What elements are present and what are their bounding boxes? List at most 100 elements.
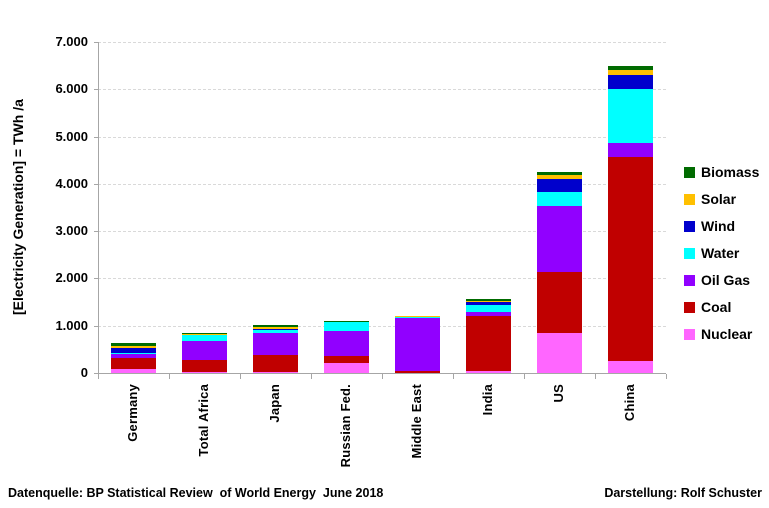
bar-segment-coal [537, 272, 582, 333]
bar-segment-water [182, 335, 227, 341]
bar-segment-biomass [608, 66, 653, 70]
bar-us [537, 42, 582, 373]
bar-segment-nuclear [466, 371, 511, 373]
coal-swatch-icon [684, 302, 695, 313]
bar-segment-solar [466, 301, 511, 302]
bar-segment-solar [111, 346, 156, 348]
bar-japan [253, 42, 298, 373]
solar-swatch-icon [684, 194, 695, 205]
oil-gas-swatch-icon [684, 275, 695, 286]
legend: Biomass Solar Wind Water Oil Gas Coal Nuclear [684, 165, 759, 354]
gridline-6.000 [98, 89, 666, 91]
bar-segment-water [537, 192, 582, 206]
bar-segment-nuclear [608, 361, 653, 373]
bar-segment-coal [608, 157, 653, 361]
y-axis-tick [94, 325, 98, 327]
bar-segment-oil-gas [608, 143, 653, 157]
y-tick-label: 7.000 [55, 34, 88, 49]
bar-segment-oil-gas [395, 318, 440, 371]
bar-segment-oil-gas [537, 206, 582, 272]
bar-segment-coal [395, 371, 440, 373]
x-axis-label: India [479, 384, 495, 416]
gridline-5.000 [98, 136, 666, 138]
bar-segment-water [253, 330, 298, 333]
x-axis-label: Russian Fed. [337, 384, 353, 468]
bar-segment-wind [466, 302, 511, 305]
bar-segment-coal [111, 358, 156, 369]
x-axis-label: Middle East [408, 384, 424, 459]
legend-item-solar: Solar [684, 192, 759, 207]
gridline-2.000 [98, 278, 666, 280]
x-axis-label: Germany [124, 384, 140, 442]
bar-segment-solar [608, 70, 653, 75]
bar-segment-coal [466, 316, 511, 371]
x-axis-tick [169, 374, 170, 379]
x-axis-tick [240, 374, 241, 379]
bar-segment-oil-gas [253, 333, 298, 355]
bar-segment-nuclear [253, 372, 298, 373]
x-axis-tick [595, 374, 596, 379]
bar-germany [111, 42, 156, 373]
bar-middle-east [395, 42, 440, 373]
nuclear-swatch-icon [684, 329, 695, 340]
bar-segment-nuclear [537, 333, 582, 373]
y-axis-tick [94, 183, 98, 185]
bar-china [608, 42, 653, 373]
y-axis-tick [94, 42, 98, 43]
legend-label: Wind [701, 218, 736, 234]
bar-segment-biomass [537, 172, 582, 175]
x-axis-label: Total Africa [195, 384, 211, 457]
y-tick-label: 1.000 [55, 317, 88, 333]
legend-item-oil-gas: Oil Gas [684, 273, 759, 288]
legend-item-biomass: Biomass [684, 165, 759, 180]
legend-item-wind: Wind [684, 219, 759, 234]
x-axis-label: China [621, 384, 637, 422]
x-axis-tick [98, 374, 99, 379]
x-axis-line [98, 373, 666, 374]
x-axis-tick [524, 374, 525, 379]
x-axis-tick [453, 374, 454, 379]
bar-segment-water [324, 322, 369, 331]
bar-segment-wind [608, 75, 653, 89]
bar-segment-wind [111, 348, 156, 353]
bar-segment-biomass [253, 325, 298, 327]
gridline-1.000 [98, 325, 666, 327]
bar-segment-biomass [324, 321, 369, 322]
bar-india [466, 42, 511, 373]
y-axis-tick [94, 373, 98, 374]
x-axis-tick [382, 374, 383, 379]
gridline-4.000 [98, 183, 666, 185]
bar-segment-oil-gas [466, 312, 511, 316]
bar-segment-water [395, 317, 440, 318]
y-tick-label: 4.000 [55, 175, 88, 191]
bar-segment-oil-gas [111, 354, 156, 358]
y-axis-tick [94, 231, 98, 233]
attribution-note: Darstellung: Rolf Schuster [604, 486, 762, 500]
water-swatch-icon [684, 248, 695, 259]
bar-segment-solar [537, 175, 582, 179]
y-tick-label: 6.000 [55, 81, 88, 97]
x-axis-label: US [550, 384, 566, 403]
legend-label: Oil Gas [701, 272, 751, 288]
bar-segment-wind [253, 329, 298, 330]
y-tick-label: 5.000 [55, 128, 88, 144]
legend-label: Solar [701, 191, 737, 207]
legend-label: Biomass [701, 164, 760, 180]
y-axis-title: [Electricity Generation] = TWh /a [10, 99, 26, 316]
y-tick-label: 3.000 [55, 223, 88, 239]
bar-total-africa [182, 42, 227, 373]
wind-swatch-icon [684, 221, 695, 232]
y-tick-label: 2.000 [55, 270, 88, 286]
gridline-3.000 [98, 231, 666, 233]
y-axis-line [98, 42, 99, 378]
y-tick-label: 0 [80, 365, 88, 380]
y-axis-tick [94, 278, 98, 280]
bar-segment-biomass [182, 333, 227, 334]
bar-segment-water [466, 305, 511, 312]
gridline-7.000 [98, 42, 666, 43]
bar-segment-biomass [466, 299, 511, 301]
bar-segment-nuclear [324, 363, 369, 373]
bar-segment-oil-gas [324, 331, 369, 356]
x-axis-tick [666, 374, 667, 379]
